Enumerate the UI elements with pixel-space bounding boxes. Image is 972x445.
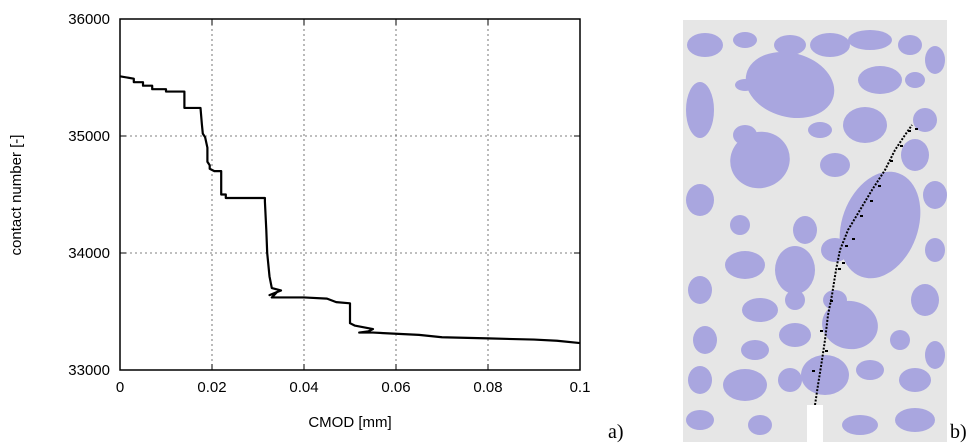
- crack-speck: [820, 330, 823, 332]
- aggregate-particles: [686, 30, 947, 435]
- crack-speck: [878, 185, 881, 187]
- concrete-mesostructure-image: [683, 20, 947, 442]
- crack-speck: [812, 370, 815, 372]
- aggregate-particle: [745, 51, 835, 119]
- notch: [807, 405, 823, 442]
- panel-label-b: b): [950, 421, 967, 443]
- aggregate-particle: [688, 366, 712, 394]
- crack-speck: [890, 160, 893, 162]
- crack-speck: [842, 262, 845, 264]
- aggregate-particle: [925, 238, 945, 262]
- crack-speck: [900, 145, 903, 147]
- y-tick-label: 36000: [68, 11, 110, 28]
- aggregate-particle: [779, 323, 811, 347]
- aggregate-particle: [686, 410, 714, 430]
- aggregate-particle: [848, 30, 892, 50]
- y-tick-label: 34000: [68, 245, 110, 262]
- aggregate-particle: [785, 290, 805, 310]
- crack-speck: [908, 130, 911, 132]
- aggregate-particle: [890, 330, 910, 350]
- crack-path: [812, 124, 918, 406]
- aggregate-particle: [775, 246, 815, 294]
- aggregate-particle: [842, 415, 878, 435]
- aggregate-particle: [821, 238, 849, 262]
- aggregate-particle: [856, 360, 884, 380]
- aggregate-particle: [913, 108, 937, 132]
- crack-speck: [845, 245, 848, 247]
- aggregate-particle: [820, 153, 850, 177]
- x-tick-label: 0.04: [289, 379, 318, 396]
- aggregate-particle: [735, 79, 755, 91]
- aggregate-particle: [686, 184, 714, 216]
- crack-speck: [915, 128, 918, 130]
- aggregate-particle: [925, 341, 945, 369]
- x-tick-label: 0.08: [473, 379, 502, 396]
- aggregate-particle: [898, 35, 922, 55]
- crack-speck: [860, 215, 863, 217]
- x-tick-label: 0.1: [570, 379, 591, 396]
- aggregate-particle: [905, 72, 925, 88]
- aggregate-particle: [730, 131, 790, 189]
- x-tick-label: 0.06: [381, 379, 410, 396]
- chart-frame: [119, 18, 581, 371]
- crack-speck: [852, 238, 855, 240]
- aggregate-particle: [911, 284, 939, 316]
- aggregate-particle: [725, 251, 765, 279]
- crack-line: [814, 124, 913, 406]
- aggregate-particle: [899, 368, 931, 392]
- x-axis-title: CMOD [mm]: [308, 414, 391, 431]
- aggregate-particle: [923, 181, 947, 209]
- aggregate-particle: [810, 33, 850, 57]
- y-tick-label: 33000: [68, 362, 110, 379]
- aggregate-particle: [774, 35, 806, 55]
- aggregate-particle: [858, 66, 902, 94]
- aggregate-particle: [687, 33, 723, 57]
- aggregate-particle: [895, 408, 935, 432]
- aggregate-particle: [733, 32, 757, 48]
- aggregate-particle: [843, 107, 887, 143]
- aggregate-particle: [723, 369, 767, 401]
- aggregate-particle: [822, 300, 878, 350]
- aggregate-particle: [801, 355, 849, 395]
- y-tick-label: 35000: [68, 128, 110, 145]
- series-line: [119, 75, 581, 345]
- chart-plot-area: [119, 75, 581, 345]
- aggregate-particle: [741, 340, 769, 360]
- aggregate-particle: [742, 298, 778, 322]
- crack-speck: [825, 350, 828, 352]
- aggregate-particle: [778, 368, 802, 392]
- aggregate-particle: [730, 215, 750, 235]
- aggregate-particle: [808, 122, 832, 138]
- x-tick-label: 0: [116, 379, 124, 396]
- contact-number-chart: 0 0.02 0.04 0.06 0.08 0.1 33000 34000 35000 36000…: [8, 11, 590, 431]
- aggregate-particle: [925, 46, 945, 74]
- aggregate-particle: [901, 139, 929, 171]
- chart-grid: [120, 19, 580, 370]
- crack-speck: [870, 200, 873, 202]
- x-tick-label: 0.02: [197, 379, 226, 396]
- aggregate-particle: [686, 82, 714, 138]
- panel-label-a: a): [608, 421, 624, 443]
- chart-ticks: 0 0.02 0.04 0.06 0.08 0.1 33000 34000 35000 36000: [68, 11, 590, 396]
- aggregate-particle: [748, 415, 772, 435]
- aggregate-particle: [793, 216, 817, 244]
- aggregate-particle: [688, 276, 712, 304]
- crack-speck: [830, 300, 833, 302]
- y-axis-title: contact number [-]: [8, 135, 25, 256]
- aggregate-particle: [693, 326, 717, 354]
- crack-speck: [838, 268, 841, 270]
- aggregate-particle: [839, 171, 921, 279]
